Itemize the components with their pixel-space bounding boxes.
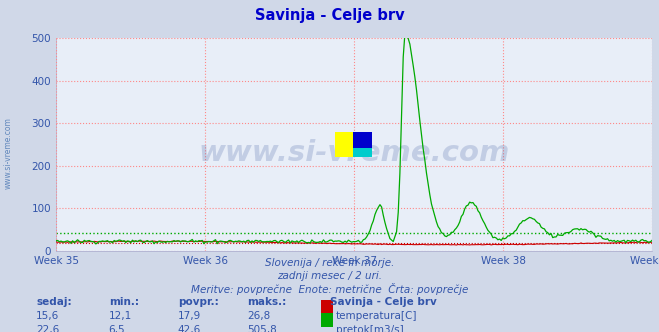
Text: www.si-vreme.com: www.si-vreme.com bbox=[3, 117, 13, 189]
Text: 15,6: 15,6 bbox=[36, 311, 59, 321]
Text: Savinja - Celje brv: Savinja - Celje brv bbox=[330, 297, 436, 307]
Text: Meritve: povprečne  Enote: metrične  Črta: povprečje: Meritve: povprečne Enote: metrične Črta:… bbox=[191, 283, 468, 295]
Text: Savinja - Celje brv: Savinja - Celje brv bbox=[254, 8, 405, 23]
Text: www.si-vreme.com: www.si-vreme.com bbox=[198, 139, 510, 167]
Text: pretok[m3/s]: pretok[m3/s] bbox=[336, 325, 404, 332]
Text: zadnji mesec / 2 uri.: zadnji mesec / 2 uri. bbox=[277, 271, 382, 281]
Text: 17,9: 17,9 bbox=[178, 311, 201, 321]
Text: min.:: min.: bbox=[109, 297, 139, 307]
Bar bbox=[353, 148, 372, 157]
Text: maks.:: maks.: bbox=[247, 297, 287, 307]
Text: Slovenija / reke in morje.: Slovenija / reke in morje. bbox=[265, 258, 394, 268]
Text: sedaj:: sedaj: bbox=[36, 297, 72, 307]
Text: povpr.:: povpr.: bbox=[178, 297, 219, 307]
Bar bbox=[353, 132, 372, 148]
Text: 22,6: 22,6 bbox=[36, 325, 59, 332]
Text: temperatura[C]: temperatura[C] bbox=[336, 311, 418, 321]
Bar bbox=[335, 132, 353, 157]
Text: 505,8: 505,8 bbox=[247, 325, 277, 332]
Text: 12,1: 12,1 bbox=[109, 311, 132, 321]
Text: 42,6: 42,6 bbox=[178, 325, 201, 332]
Text: 6,5: 6,5 bbox=[109, 325, 125, 332]
Text: 26,8: 26,8 bbox=[247, 311, 270, 321]
